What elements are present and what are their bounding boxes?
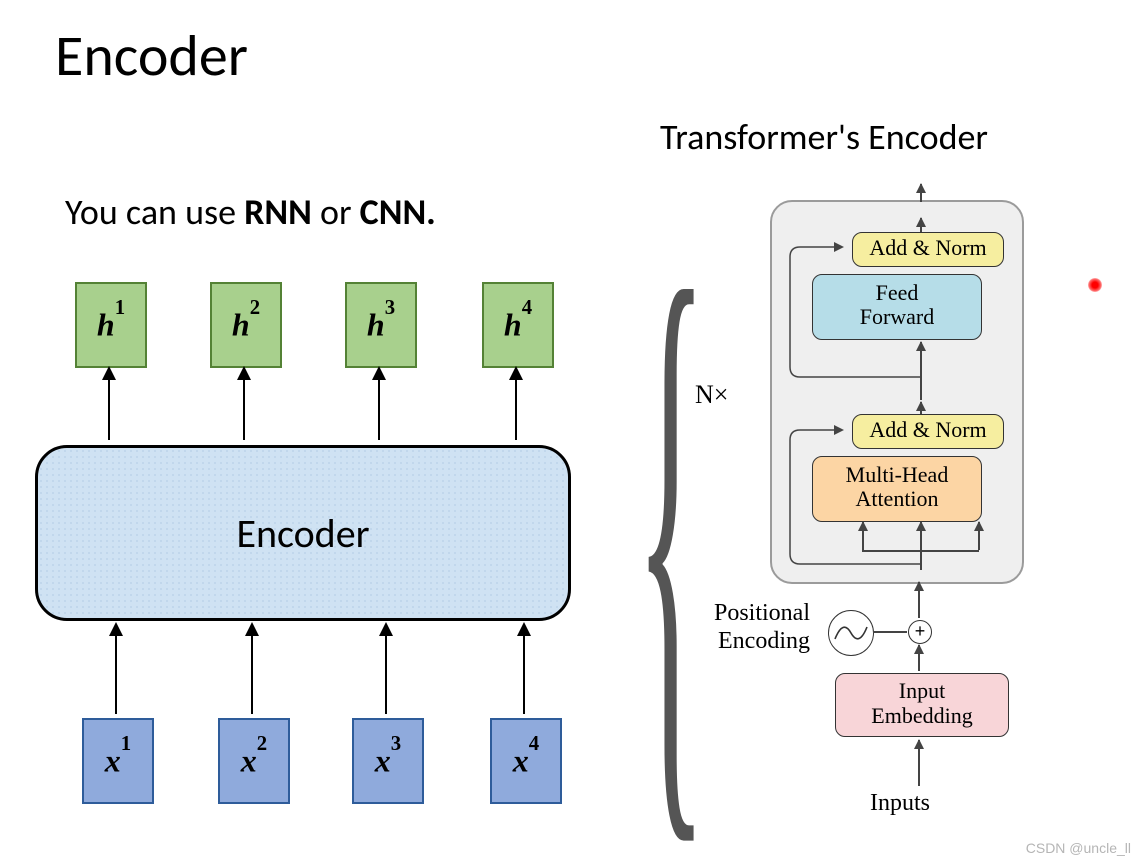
x-input-1: x1: [82, 718, 154, 804]
transformer-encoder-block: Add & Norm Feed Forward Add & Norm Multi…: [770, 200, 1024, 584]
mha-fanout-bar: [862, 550, 979, 552]
h-output-1: h1: [75, 282, 147, 368]
arrow-h-2: [243, 368, 245, 440]
arrow-mha-in-1: [862, 522, 864, 550]
hint-bold-rnn: RNN: [244, 190, 312, 234]
positional-add-icon: +: [908, 620, 932, 644]
nx-label: N×: [695, 380, 728, 410]
inputs-label: Inputs: [870, 790, 930, 817]
positional-encoding-label: Positional Encoding: [685, 600, 810, 655]
arrow-h-1: [108, 368, 110, 440]
hint-text: You can use RNN or CNN.: [65, 190, 436, 234]
arrow-x-3: [385, 624, 387, 714]
arrow-out-top: [920, 184, 922, 202]
arrow-h-3: [378, 368, 380, 440]
hint-prefix: You can use: [65, 190, 244, 234]
x-input-3: x3: [352, 718, 424, 804]
brace-icon: {: [635, 195, 707, 860]
feed-forward-block: Feed Forward: [812, 274, 982, 340]
arrow-x-4: [523, 624, 525, 714]
arrow-mid-1: [920, 342, 922, 400]
add-norm-2: Add & Norm: [852, 414, 1004, 449]
page-title: Encoder: [55, 20, 248, 91]
hint-mid: or: [312, 190, 360, 234]
x-input-2: x2: [218, 718, 290, 804]
h-output-3: h3: [345, 282, 417, 368]
line-pe-to-plus: [873, 631, 907, 633]
h-output-4: h4: [482, 282, 554, 368]
encoder-box: Encoder: [35, 445, 571, 621]
input-embedding-block: Input Embedding: [835, 673, 1009, 737]
hint-bold-cnn: CNN.: [360, 190, 436, 234]
arrow-x-1: [115, 624, 117, 714]
arrow-x-2: [251, 624, 253, 714]
positional-encoding-icon: [828, 610, 874, 656]
arrow-into-addnorm2: [920, 402, 922, 414]
arrow-plus-to-block: [918, 582, 920, 618]
arrow-emb-to-plus: [918, 645, 920, 671]
watermark-text: CSDN @uncle_ll: [1026, 840, 1131, 856]
x-input-4: x4: [490, 718, 562, 804]
arrow-h-4: [515, 368, 517, 440]
add-norm-1: Add & Norm: [852, 232, 1004, 267]
laser-pointer-icon: [1088, 278, 1102, 292]
h-output-2: h2: [210, 282, 282, 368]
arrow-into-addnorm1: [920, 218, 922, 233]
right-subtitle: Transformer's Encoder: [660, 115, 988, 159]
arrow-mha-in-3: [978, 522, 980, 550]
multi-head-attention-block: Multi-Head Attention: [812, 456, 982, 522]
arrow-inputs-to-emb: [918, 740, 920, 786]
sine-wave-icon: [829, 611, 873, 655]
encoder-box-label: Encoder: [236, 509, 369, 558]
arrow-mha-in-2: [920, 522, 922, 570]
